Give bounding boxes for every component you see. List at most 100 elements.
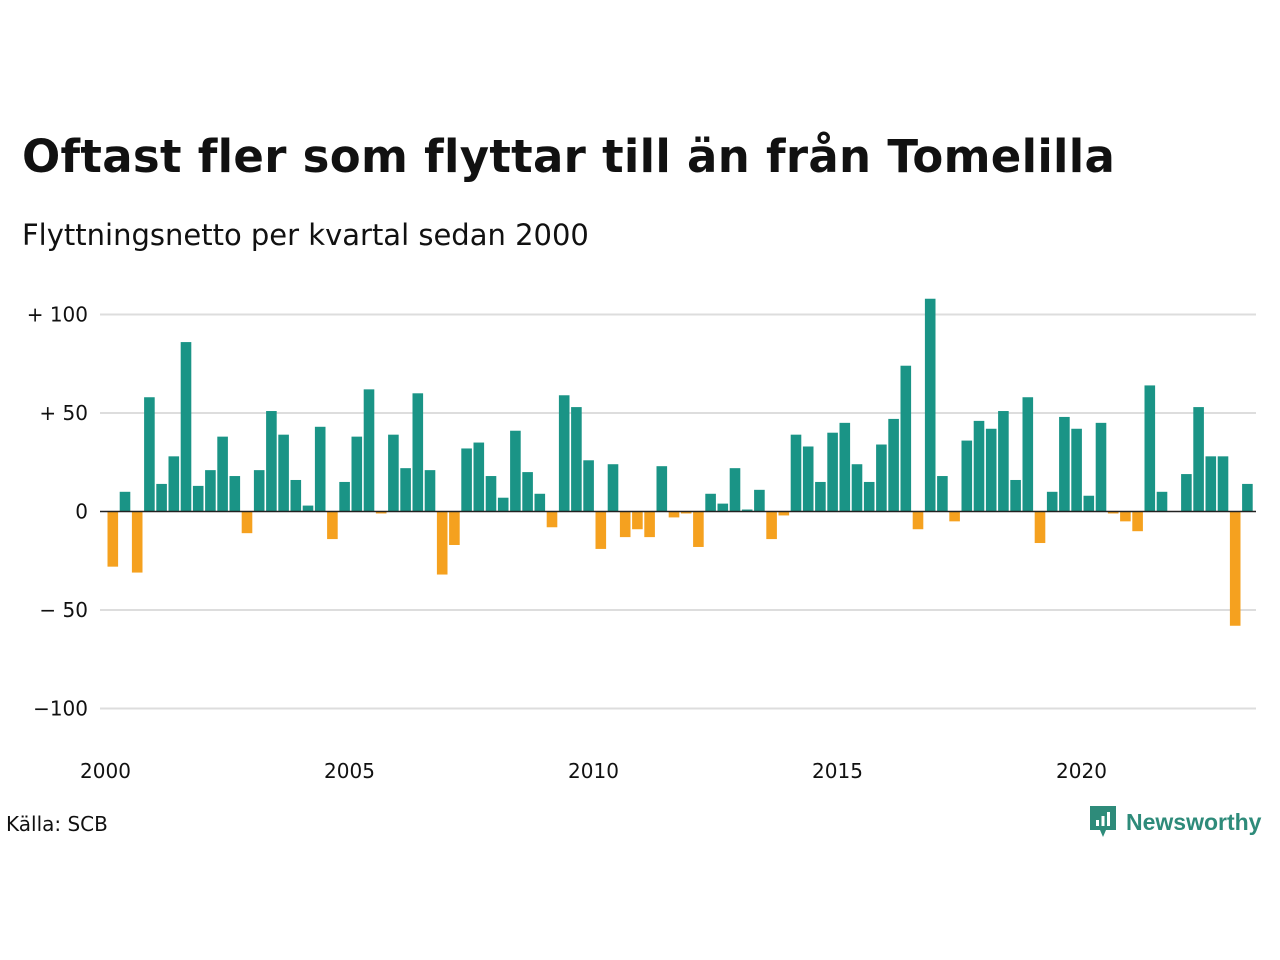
bar-2018K4 [1022, 397, 1034, 512]
bar-2001K1 [156, 483, 167, 512]
bar-2004K4 [339, 481, 350, 512]
bar-2007K4 [485, 476, 497, 512]
bar-2014K3 [815, 481, 826, 512]
bar-2008K3 [522, 472, 533, 512]
bar-2010K3 [619, 511, 631, 538]
bar-2023K2 [1242, 483, 1253, 512]
bar-2008K2 [510, 430, 521, 512]
y-tick-label: − 50 [39, 598, 88, 622]
bar-2021K2 [1144, 385, 1156, 512]
bar-2010K2 [607, 464, 619, 512]
bar-2012K4 [729, 468, 741, 512]
y-axis-labels: + 100 + 50 0 − 50 −100 [27, 303, 88, 721]
bar-2012K3 [717, 503, 729, 512]
bar-2014K2 [802, 446, 814, 512]
bar-2005K4 [388, 434, 399, 512]
bar-2007K1 [449, 511, 460, 545]
x-tick-label: 2020 [1056, 759, 1107, 783]
bar-2011K4 [680, 511, 692, 514]
x-tick-label: 2010 [568, 759, 619, 783]
bar-2004K3 [327, 511, 338, 540]
bar-2016K2 [900, 365, 912, 512]
chart-subtitle: Flyttningsnetto per kvartal sedan 2000 [22, 218, 589, 252]
newsworthy-logo-icon [1090, 806, 1116, 837]
bar-2009K1 [546, 511, 558, 528]
bar-2015K2 [851, 464, 863, 512]
brand-name: Newsworthy [1126, 808, 1262, 835]
x-axis-labels: 2000 2005 2010 2015 2020 [80, 759, 1107, 783]
bar-2002K4 [241, 511, 253, 534]
bar-2016K1 [888, 418, 899, 512]
bar-2018K2 [998, 411, 1009, 512]
bar-2015K4 [876, 444, 887, 512]
bar-2012K1 [693, 511, 704, 547]
bar-2013K2 [754, 489, 765, 512]
bar-2011K3 [668, 511, 680, 518]
bar-2006K2 [412, 393, 424, 512]
bar-2021K1 [1132, 511, 1143, 532]
brand-logo: Newsworthy [1088, 804, 1261, 840]
bar-2022K1 [1181, 474, 1192, 512]
bar-2010K1 [595, 511, 607, 549]
bar-2000K3 [131, 511, 143, 573]
bar-2011K2 [656, 466, 668, 512]
bar-2002K1 [205, 470, 216, 512]
grid-lines [100, 313, 1256, 710]
x-tick-label: 2000 [80, 759, 131, 783]
y-tick-label: + 50 [39, 401, 88, 425]
bar-2010K4 [632, 511, 643, 530]
bar-2014K4 [827, 432, 838, 512]
bar-2000K4 [144, 397, 155, 512]
bar-2017K4 [973, 420, 985, 512]
bar-2022K3 [1205, 456, 1217, 512]
y-tick-label: 0 [75, 500, 88, 524]
bars [107, 298, 1253, 626]
bar-2022K4 [1217, 456, 1229, 512]
bar-2004K1 [302, 505, 314, 512]
bar-2003K1 [253, 470, 265, 512]
bar-2012K2 [705, 493, 716, 512]
x-tick-label: 2005 [324, 759, 375, 783]
bar-2015K1 [839, 422, 851, 512]
bar-2003K3 [278, 434, 289, 512]
bar-2020K3 [1107, 511, 1119, 514]
bar-2017K3 [961, 440, 973, 512]
bar-2009K2 [558, 395, 570, 512]
bar-2007K3 [473, 442, 485, 512]
bar-2013K1 [741, 509, 753, 512]
bar-2001K4 [192, 485, 204, 512]
bar-2015K3 [863, 481, 875, 512]
bar-2018K3 [1010, 479, 1021, 512]
bar-2004K2 [314, 426, 326, 512]
bar-2019K4 [1071, 428, 1082, 512]
bar-2000K2 [119, 491, 131, 512]
bar-2016K3 [912, 511, 924, 530]
bar-2000K1 [107, 511, 119, 567]
bar-2008K1 [497, 497, 509, 512]
bar-2005K2 [363, 389, 375, 512]
bar-2020K4 [1120, 511, 1131, 522]
bar-2023K1 [1229, 511, 1241, 626]
x-tick-label: 2015 [812, 759, 863, 783]
bar-2003K2 [266, 411, 277, 512]
bar-2006K3 [424, 470, 436, 512]
bar-2019K3 [1059, 416, 1070, 512]
bar-2002K2 [217, 436, 228, 512]
bar-2022K2 [1193, 407, 1204, 512]
bar-2009K4 [583, 460, 594, 512]
bar-2019K1 [1034, 511, 1046, 544]
bar-2008K4 [534, 493, 546, 512]
bar-2016K4 [924, 298, 936, 512]
bar-2013K4 [778, 511, 790, 516]
bar-2014K1 [790, 434, 802, 512]
bar-2021K3 [1156, 491, 1168, 512]
bar-2006K1 [400, 468, 411, 512]
bar-2009K3 [571, 407, 582, 512]
y-tick-label: + 100 [27, 303, 88, 327]
chart-title: Oftast fler som flyttar till än från Tom… [22, 130, 1116, 183]
bar-chart: + 100 + 50 0 − 50 −100 2000 2005 2010 2015 2020 [27, 298, 1256, 783]
bar-2020K1 [1083, 495, 1095, 512]
bar-2007K2 [461, 448, 472, 512]
bar-2018K1 [985, 428, 997, 512]
bar-2001K3 [180, 342, 192, 512]
